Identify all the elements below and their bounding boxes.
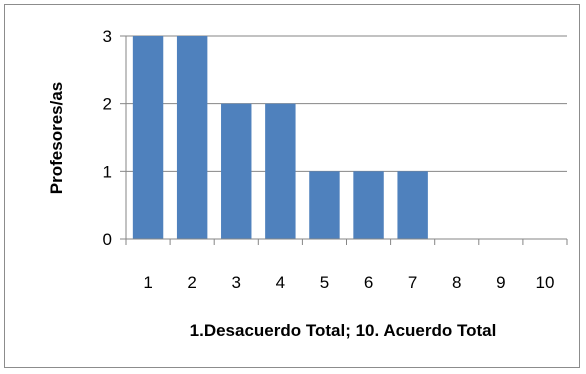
y-tick-label: 0 (103, 230, 112, 249)
bar (221, 103, 252, 240)
x-tick-label: 3 (232, 273, 241, 292)
axes (120, 35, 568, 245)
y-tick-labels: 0 1 2 3 (103, 27, 112, 249)
bar (397, 171, 428, 239)
x-tick-label: 1 (143, 273, 152, 292)
y-tick-label: 3 (103, 27, 112, 46)
bars (132, 36, 428, 240)
y-tick-label: 1 (103, 162, 112, 181)
x-tick-label: 6 (364, 273, 373, 292)
x-tick-label: 2 (187, 273, 196, 292)
y-tick-label: 2 (103, 95, 112, 114)
bar (132, 36, 164, 239)
bar (309, 171, 340, 239)
x-tick-label: 7 (408, 273, 417, 292)
x-tick-label: 9 (496, 273, 505, 292)
bar (265, 103, 296, 240)
x-tick-labels: 1 2 3 4 5 6 7 8 9 10 (143, 273, 554, 292)
x-tick-label: 8 (452, 273, 461, 292)
x-axis-title: 1.Desacuerdo Total; 10. Acuerdo Total (190, 321, 497, 340)
bar (353, 171, 384, 239)
x-tick-label: 10 (535, 273, 554, 292)
x-tick-label: 5 (320, 273, 329, 292)
y-axis-title: Profesores/as (47, 82, 66, 194)
x-tick-label: 4 (276, 273, 285, 292)
bar (176, 36, 208, 239)
